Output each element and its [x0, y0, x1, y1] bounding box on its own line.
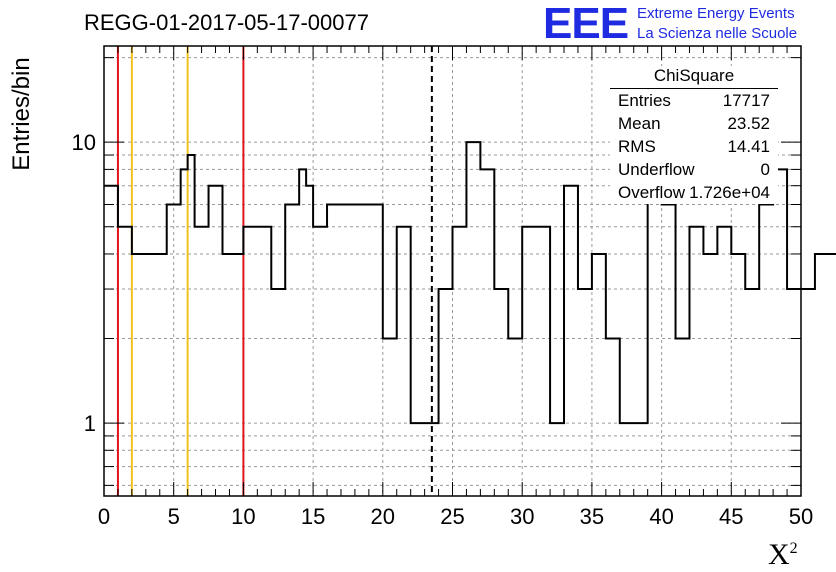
stats-value: 0	[760, 160, 770, 179]
stats-row: Mean 23.52	[610, 112, 778, 135]
stats-value: 17717	[722, 91, 770, 110]
stats-key: Mean	[618, 114, 661, 133]
y-tick-label: 1	[84, 411, 96, 436]
logo-caption-line2: La Scienza nelle Scuole	[637, 25, 798, 42]
stats-value: 1.726e+04	[689, 183, 770, 202]
stats-box: ChiSquare Entries 17717 Mean 23.52 RMS 14.4…	[610, 66, 778, 204]
stats-value: 14.41	[727, 137, 770, 156]
reference-lines	[116, 46, 433, 496]
x-tick-label: 15	[301, 504, 325, 529]
x-axis-label: X2	[768, 538, 798, 572]
x-axis-label-sup: 2	[789, 540, 798, 557]
eee-logo: EEE	[543, 0, 629, 48]
y-tick-label: 10	[72, 130, 96, 155]
stats-row: Underflow 0	[610, 158, 778, 181]
stats-key: Entries	[618, 91, 671, 110]
x-axis-label-main: X	[768, 538, 790, 571]
x-tick-label: 10	[231, 504, 255, 529]
x-tick-label: 35	[580, 504, 604, 529]
stats-value: 23.52	[727, 114, 770, 133]
x-tick-label: 5	[168, 504, 180, 529]
stats-key: RMS	[618, 137, 656, 156]
stats-key: Underflow	[618, 160, 695, 179]
x-tick-label: 40	[649, 504, 673, 529]
stats-row: Overflow 1.726e+04	[610, 181, 778, 204]
x-tick-label: 45	[719, 504, 743, 529]
x-tick-label: 30	[510, 504, 534, 529]
y-axis-label: Entries/bin	[8, 57, 35, 171]
stats-row: Entries 17717	[610, 89, 778, 112]
stats-row: RMS 14.41	[610, 135, 778, 158]
x-tick-label: 0	[98, 504, 110, 529]
histogram-series	[104, 141, 836, 425]
chart-title: REGG-01-2017-05-17-00077	[84, 10, 369, 35]
logo-caption: Extreme Energy Events La Scienza nelle S…	[637, 4, 797, 44]
axes: 0 5 10 15 20 25 30 35 40 45 50 1 10	[72, 45, 813, 529]
stats-title: ChiSquare	[610, 66, 778, 89]
x-tick-label: 25	[440, 504, 464, 529]
stats-key: Overflow	[618, 183, 686, 202]
x-tick-label: 20	[371, 504, 395, 529]
x-tick-label: 50	[789, 504, 813, 529]
logo-caption-line1: Extreme Energy Events	[637, 5, 795, 22]
